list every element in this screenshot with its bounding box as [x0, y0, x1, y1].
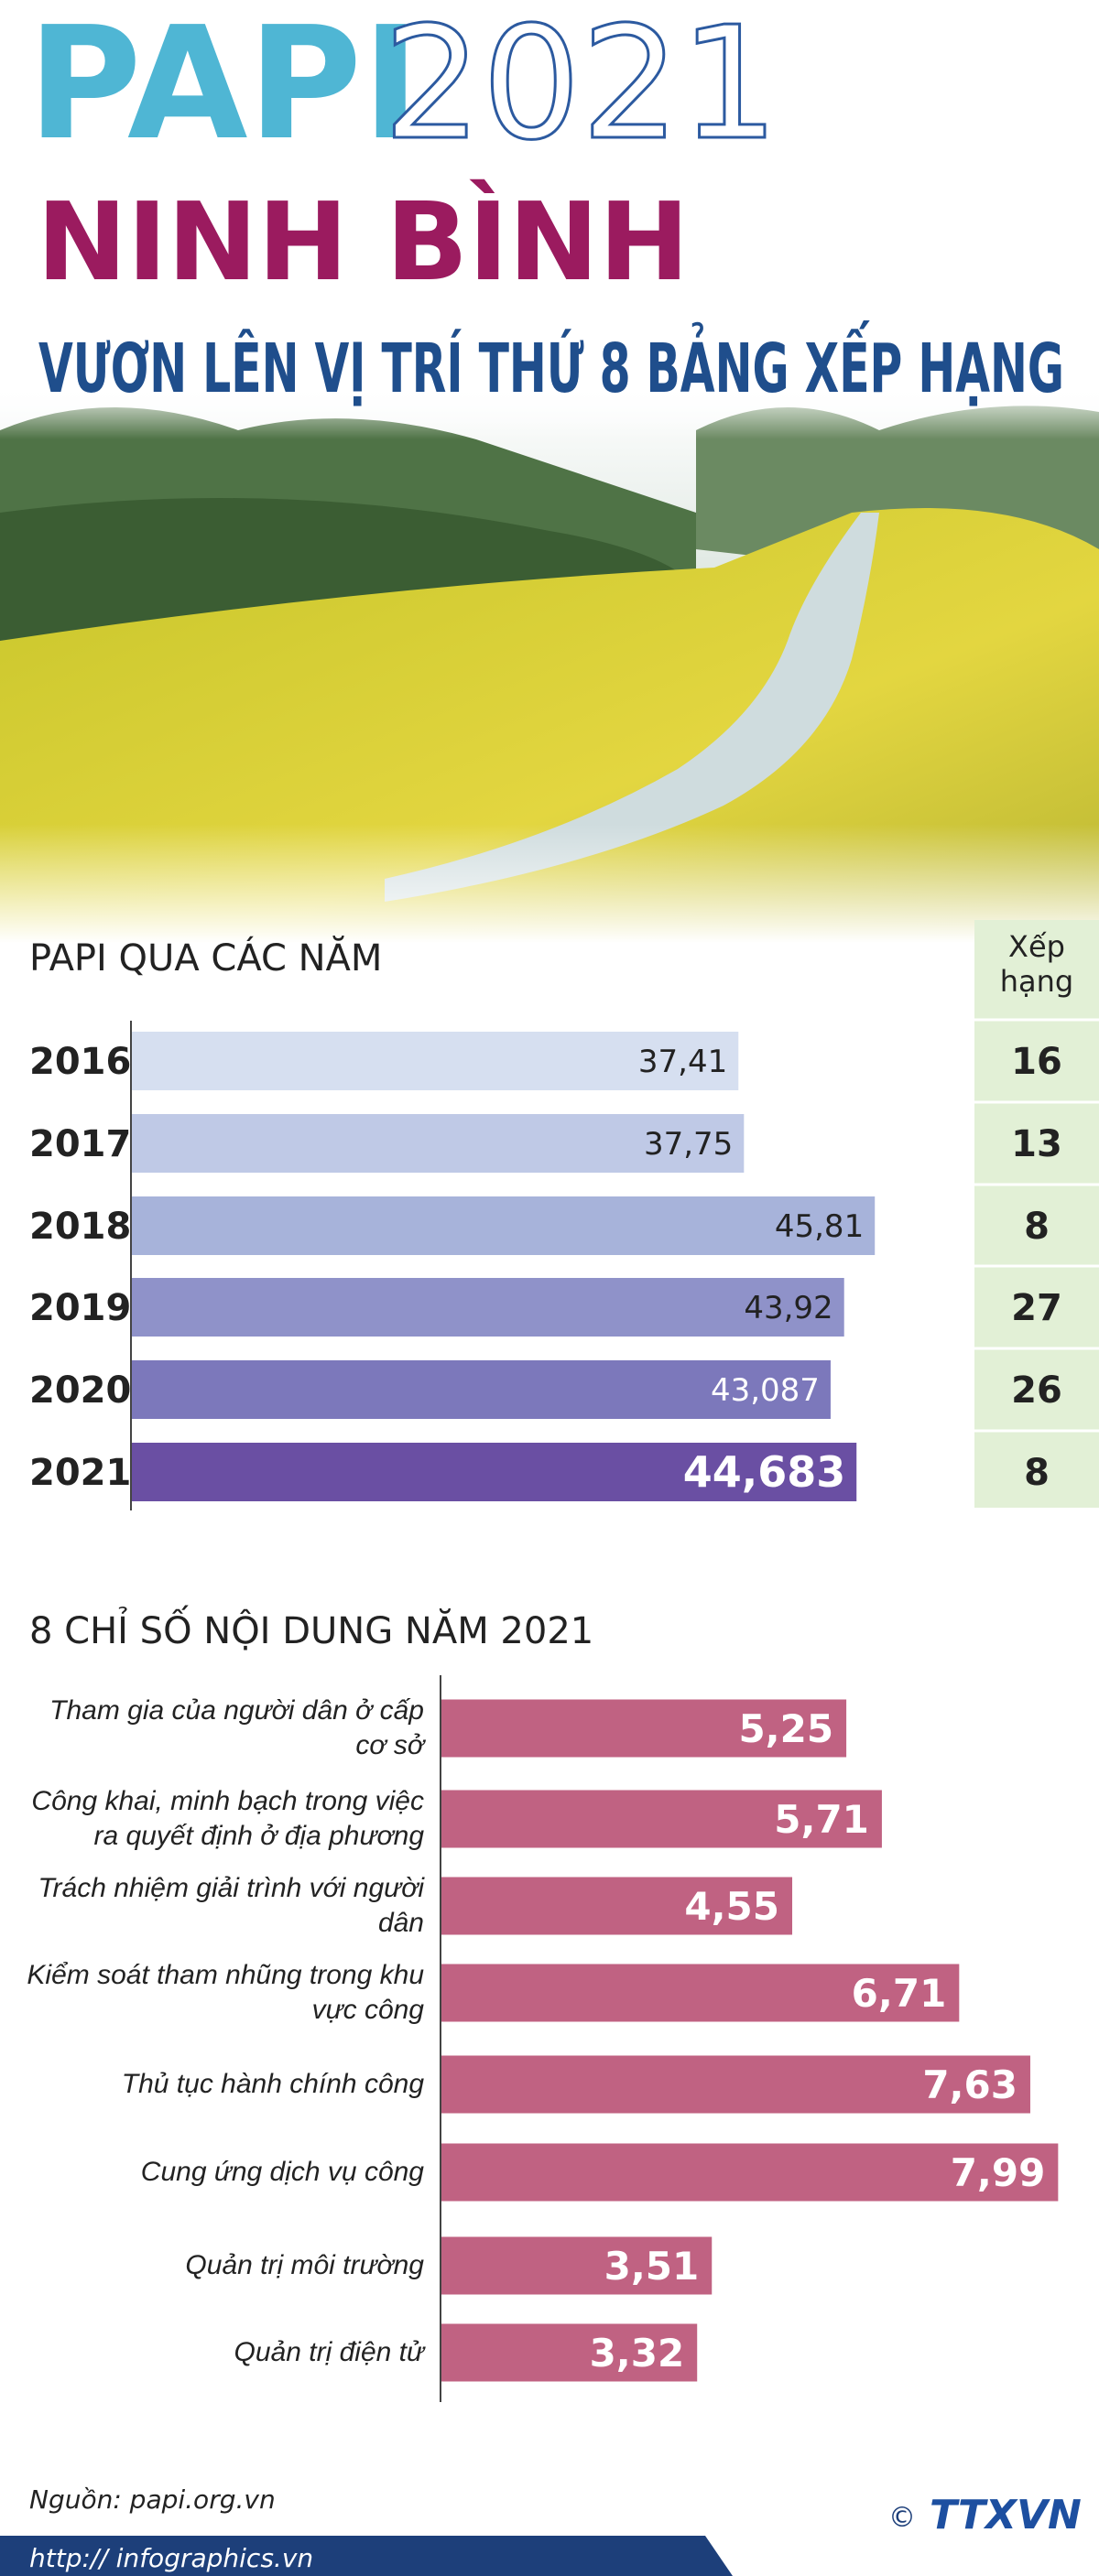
bar — [441, 2323, 698, 2382]
rank-column — [974, 920, 1099, 1508]
value-label: 44,683 — [683, 1447, 846, 1497]
category-label: Quản trị điện tử — [234, 2337, 424, 2367]
value-label: 4,55 — [684, 1884, 779, 1929]
category-label: Công khai, minh bạch trong việc ra quyết… — [31, 1786, 424, 1851]
province: NINH BÌNH — [37, 179, 690, 305]
category-label: Cung ứng dịch vụ công — [140, 2157, 424, 2187]
rank-value: 8 — [1024, 1206, 1050, 1248]
value-label: 6,71 — [852, 1971, 947, 2016]
value-label: 37,75 — [644, 1126, 733, 1163]
logo: TTXVN — [930, 2492, 1082, 2538]
category-label: Quản trị môi trường — [185, 2250, 424, 2280]
subtitle: VƯƠN LÊN VỊ TRÍ THỨ 8 BẢNG XẾP HẠNG — [38, 319, 1064, 408]
bar — [441, 1964, 960, 2022]
value-label: 43,087 — [711, 1372, 820, 1409]
bar — [131, 1032, 739, 1090]
year-label: 2017 — [29, 1123, 131, 1165]
value-label: 43,92 — [744, 1290, 832, 1326]
chart-title: 8 CHỈ SỐ NỘI DUNG NĂM 2021 — [29, 1604, 593, 1652]
rank-value: 8 — [1024, 1452, 1050, 1494]
value-label: 3,32 — [590, 2331, 685, 2376]
bar — [441, 1877, 793, 1935]
value-label: 7,99 — [951, 2150, 1046, 2195]
year-label: 2021 — [29, 1452, 131, 1494]
year-label: 2019 — [29, 1287, 131, 1329]
bar — [441, 2143, 1059, 2202]
rank-value: 26 — [1011, 1369, 1062, 1412]
value-label: 7,63 — [922, 2062, 1017, 2107]
bar — [131, 1360, 831, 1419]
rank-value: 27 — [1011, 1287, 1062, 1329]
year-label: 2020 — [29, 1369, 131, 1412]
bar — [441, 2055, 1030, 2114]
value-label: 37,41 — [638, 1044, 727, 1080]
source: Nguồn: papi.org.vn — [29, 2484, 276, 2515]
year-label: 2018 — [29, 1206, 131, 1248]
photo — [0, 384, 1099, 943]
bar — [131, 1443, 857, 1501]
rank-value: 13 — [1011, 1123, 1062, 1165]
bar — [131, 1278, 844, 1337]
category-label: Trách nhiệm giải trình với người dân — [38, 1873, 424, 1938]
bar — [441, 1699, 847, 1758]
bar — [131, 1196, 876, 1255]
bar — [131, 1114, 745, 1173]
rank-title: Xếp hạng — [1000, 929, 1073, 999]
year-label: 2016 — [29, 1041, 131, 1083]
title-year: 2021 — [383, 0, 779, 175]
category-label: Thủ tục hành chính công — [121, 2069, 424, 2099]
value-label: 3,51 — [604, 2244, 700, 2289]
value-label: 5,25 — [738, 1706, 833, 1751]
url: http:// infographics.vn — [29, 2543, 313, 2573]
category-label: Kiểm soát tham nhũng trong khu vực công — [27, 1960, 424, 2025]
bar — [441, 1790, 882, 1848]
footer-bar — [0, 2536, 733, 2576]
value-label: 45,81 — [775, 1208, 864, 1245]
rank-value: 16 — [1011, 1041, 1062, 1083]
value-label: 5,71 — [774, 1797, 869, 1842]
category-label: Tham gia của người dân ở cấp cơ sở — [49, 1695, 424, 1760]
title-main: PAPI — [27, 0, 419, 175]
copyright: © — [888, 2502, 916, 2534]
chart-title: PAPI QUA CÁC NĂM — [29, 935, 382, 980]
bar — [441, 2236, 713, 2295]
